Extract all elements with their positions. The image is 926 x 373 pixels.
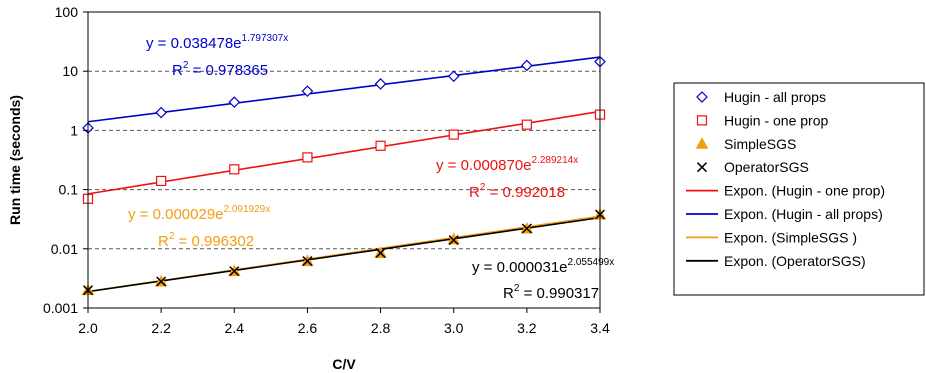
markers-group — [81, 55, 607, 296]
data-point — [301, 85, 314, 98]
legend-marker — [696, 91, 708, 103]
legend-entry-label: Hugin - all props — [724, 89, 826, 105]
data-point — [228, 96, 241, 109]
trendline-r-squared: R2 = 0.996302 — [158, 231, 254, 250]
data-point — [521, 59, 533, 72]
grid-lines — [88, 70, 600, 250]
equations-group: y = 0.000870e2.289214x R2 = 0.992018 y = 0… — [128, 33, 614, 302]
legend-marker — [696, 162, 708, 173]
legend: Hugin - all props Hugin - one prop SimpleS… — [673, 82, 925, 296]
data-point — [156, 276, 167, 287]
trendline-equation: y = 0.000029e2.091929x — [128, 204, 270, 223]
y-tick-label: 0.1 — [59, 182, 79, 198]
data-point — [302, 152, 313, 163]
data-point — [375, 140, 386, 151]
legend-entry-label: Expon. (SimpleSGS ) — [724, 229, 857, 245]
legend-marker — [696, 115, 708, 126]
axes-group: 0.001 0.01 0.1 1 10 100 2.0 2.2 2.4 2.6 2.8 3.0 3.2 3… — [43, 4, 610, 336]
y-axis-label: Run time (seconds) — [7, 95, 23, 225]
y-tick-label: 100 — [55, 4, 79, 20]
legend-entry-label: SimpleSGS — [724, 136, 796, 152]
legend-marker — [695, 137, 709, 149]
data-point — [447, 232, 461, 245]
y-tick-label: 1 — [70, 122, 78, 138]
x-tick-label: 2.0 — [78, 320, 98, 336]
data-point — [521, 119, 532, 130]
trendline-r-squared: R2 = 0.990317 — [503, 283, 599, 302]
x-axis-label: C/V — [332, 356, 356, 372]
x-tick-label: 2.2 — [151, 320, 171, 336]
data-point — [447, 70, 460, 83]
data-point — [156, 175, 167, 187]
x-tick-label: 3.2 — [517, 320, 537, 336]
data-point — [229, 266, 240, 277]
legend-entry-label: Hugin - one prop — [724, 112, 829, 128]
data-point — [302, 256, 313, 267]
legend-entry-label: OperatorSGS — [724, 159, 809, 175]
x-tick-label: 2.6 — [298, 320, 318, 336]
trendline — [87, 110, 601, 195]
legend-entry-label: Expon. (OperatorSGS) — [724, 253, 866, 269]
y-tick-label: 0.01 — [51, 241, 78, 257]
trendlines-group — [87, 56, 601, 293]
y-tick-label: 0.001 — [43, 300, 78, 316]
x-tick-label: 2.8 — [371, 320, 391, 336]
data-point — [448, 235, 459, 246]
trendline-equation: y = 0.038478e1.797307x — [146, 33, 288, 52]
data-point — [521, 223, 532, 234]
trendline-r-squared: R2 = 0.992018 — [469, 182, 565, 201]
trendline-equation: y = 0.000031e2.055499x — [472, 257, 614, 276]
data-point — [374, 78, 387, 90]
data-point — [155, 106, 167, 119]
trendline-r-squared: R2 = 0.978365 — [172, 60, 268, 79]
x-tick-label: 3.4 — [590, 320, 610, 336]
x-tick-label: 3.0 — [444, 320, 464, 336]
data-point — [375, 247, 386, 259]
plot-frame — [87, 11, 601, 309]
y-tick-label: 10 — [62, 63, 78, 79]
x-tick-label: 2.4 — [225, 320, 245, 336]
trendline — [87, 56, 601, 123]
legend-box — [673, 82, 925, 296]
trendline — [87, 216, 601, 293]
legend-entry-label: Expon. (Hugin - one prop) — [724, 183, 885, 199]
legend-entry-label: Expon. (Hugin - all props) — [724, 206, 883, 222]
data-point — [229, 164, 240, 175]
trendline-equation: y = 0.000870e2.289214x — [436, 155, 578, 174]
data-point — [448, 129, 459, 140]
